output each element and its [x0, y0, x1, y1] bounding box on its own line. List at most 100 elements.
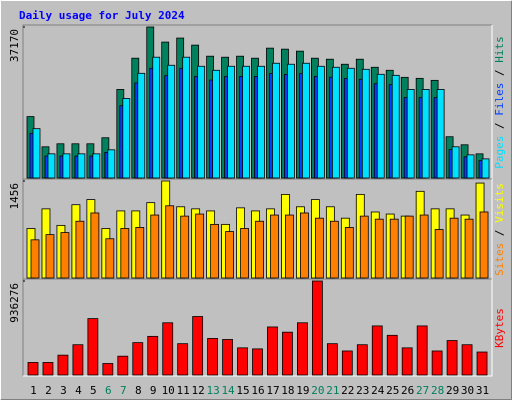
legend-entry: Visits — [493, 183, 506, 223]
bar — [90, 212, 100, 279]
bar — [137, 72, 146, 179]
x-tick-label: 10 — [162, 384, 175, 397]
bar — [302, 62, 310, 179]
bar — [356, 344, 368, 376]
x-tick-label: 22 — [341, 384, 354, 397]
x-tick-label: 31 — [476, 384, 489, 397]
x-tick-label: 12 — [192, 384, 205, 397]
bar — [195, 213, 205, 279]
bar — [361, 68, 370, 179]
bar — [297, 322, 308, 376]
legend-entry: Files — [493, 83, 506, 116]
y-tick-label: 1456 — [8, 183, 21, 210]
bar — [237, 347, 248, 376]
bar — [401, 347, 413, 376]
bar — [341, 350, 353, 376]
bar — [326, 343, 338, 376]
bar — [27, 362, 39, 376]
x-tick-label: 5 — [90, 384, 97, 397]
bar — [421, 89, 430, 179]
legend-entry: KBytes — [493, 308, 506, 348]
bar — [180, 215, 190, 279]
legend-separator: / — [493, 116, 506, 136]
y-tick-label: 37170 — [8, 29, 21, 62]
bar — [75, 220, 85, 279]
bar — [282, 331, 293, 376]
x-tick-label: 25 — [386, 384, 399, 397]
bar — [446, 340, 458, 376]
bar — [389, 218, 399, 279]
panel-bevel — [22, 178, 492, 279]
legend-separator: / — [493, 63, 506, 83]
bar — [285, 214, 294, 279]
x-tick-label: 30 — [461, 384, 474, 397]
x-tick-label: 20 — [311, 384, 324, 397]
bar — [165, 205, 175, 279]
bar — [436, 89, 445, 179]
bar — [32, 128, 41, 179]
bar — [240, 228, 249, 279]
bar — [461, 344, 473, 376]
panel-bevel — [22, 24, 492, 179]
legend: Sites / Visits — [493, 183, 506, 276]
bar — [122, 98, 131, 179]
x-tick-label: 3 — [60, 384, 67, 397]
bar — [197, 65, 206, 179]
bar — [464, 218, 474, 279]
bar — [45, 234, 55, 279]
bar — [479, 211, 489, 279]
bar — [252, 348, 263, 376]
bar — [451, 146, 460, 179]
bar — [404, 215, 414, 279]
bar — [359, 215, 369, 279]
bar — [270, 214, 279, 279]
x-tick-label: 2 — [45, 384, 52, 397]
bar — [150, 214, 160, 279]
bar — [267, 326, 278, 376]
bar — [300, 212, 309, 279]
bar — [344, 227, 354, 279]
bar — [406, 89, 415, 179]
x-tick-label: 9 — [150, 384, 157, 397]
x-tick-label: 21 — [326, 384, 339, 397]
chart-title: Daily usage for July 2024 — [19, 9, 185, 22]
legend: Pages / Files / Hits — [493, 36, 506, 169]
bar — [135, 227, 145, 279]
bar — [371, 325, 383, 376]
bar — [47, 153, 56, 179]
bar — [466, 154, 475, 179]
x-tick-label: 4 — [75, 384, 82, 397]
bar — [72, 344, 84, 376]
bar — [167, 64, 176, 179]
bar — [257, 65, 265, 179]
bar — [255, 220, 264, 279]
bar — [42, 362, 54, 376]
bar — [314, 217, 324, 279]
bar — [329, 220, 339, 279]
bar — [272, 62, 280, 179]
x-tick-label: 19 — [296, 384, 309, 397]
bar — [391, 74, 400, 179]
x-tick-label: 16 — [251, 384, 264, 397]
x-tick-label: 23 — [356, 384, 369, 397]
bar — [192, 316, 204, 376]
bar — [147, 335, 159, 376]
bar — [431, 350, 443, 376]
x-tick-label: 7 — [120, 384, 127, 397]
bar — [376, 73, 385, 179]
bar — [92, 153, 101, 179]
bar — [316, 65, 325, 179]
x-tick-label: 28 — [431, 384, 444, 397]
bar — [346, 67, 355, 179]
bar — [386, 334, 398, 376]
bar — [77, 153, 86, 179]
bar — [434, 229, 444, 279]
x-tick-label: 18 — [281, 384, 294, 397]
bar — [62, 153, 71, 179]
bar — [162, 322, 174, 376]
bar — [287, 63, 295, 179]
bar — [227, 65, 235, 179]
legend-separator: / — [493, 223, 506, 243]
